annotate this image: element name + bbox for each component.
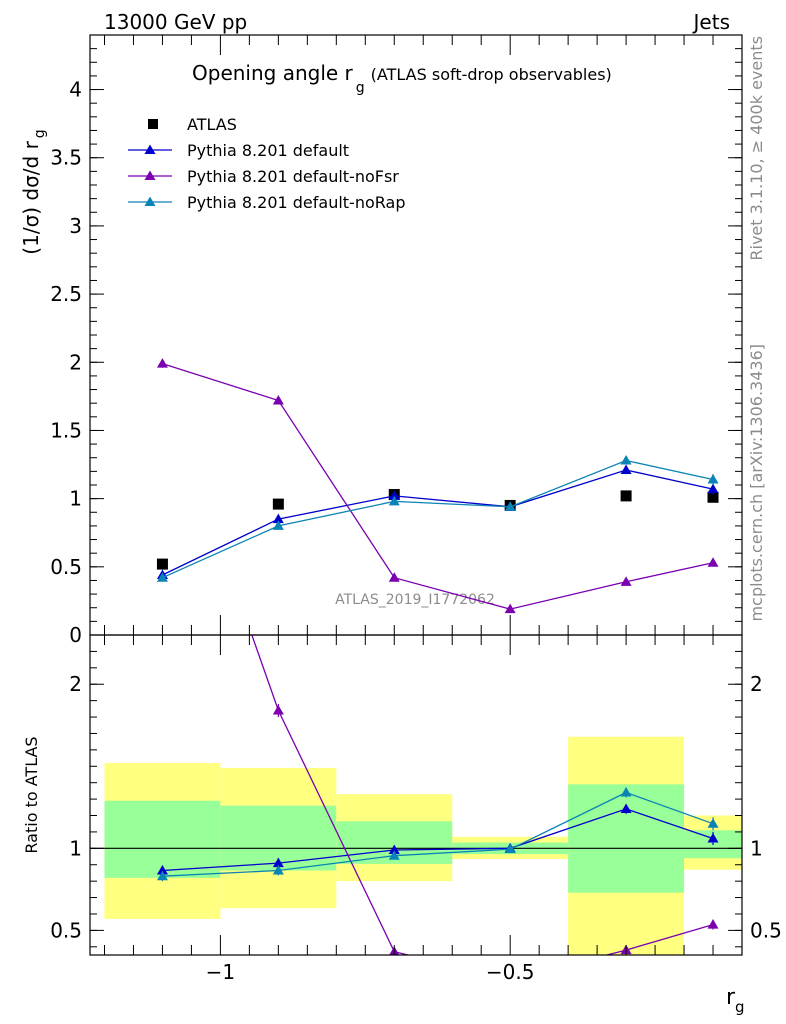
data-point-default-0 [156,864,168,875]
y-tick-label-2: 1 [69,487,82,511]
series-line-default [162,808,714,872]
data-point-noRap-2 [388,495,400,506]
data-point-noFsr-4 [620,576,632,586]
data-point-default-2 [388,844,400,854]
data-point-default-4 [620,803,632,813]
data-point-default-1 [272,857,284,868]
rivet-label: Rivet 3.1.10, ≥ 400k events [747,36,766,261]
svg-text:(1/σ) dσ/d rg: (1/σ) dσ/d r g [19,129,48,254]
y-tick-label-0: 0.5 [50,918,82,942]
data-point-noRap-5 [707,474,719,484]
y-tick-label-2: 2 [69,672,82,696]
series-line-noFsr [251,635,714,955]
y-tick-label-right-1: 1 [750,836,763,860]
mcplots-label: mcplots.cern.ch [arXiv:1306.3436] [747,344,766,621]
series-line-noFsr [162,362,714,610]
data-point-data-1 [272,498,284,510]
data-point-noFsr-1 [272,704,284,715]
main-ylabel-sub: g [32,129,48,138]
data-point-noFsr-3 [504,603,516,614]
data-point-noRap-4 [620,454,632,465]
plot-area [90,375,742,955]
y-tick-label-4: 2 [69,350,82,374]
data-point-data-4 [620,490,632,502]
legend-label-nofsr: Pythia 8.201 default-noFsr [187,167,399,186]
panel-frame [89,634,743,956]
data-point-data-0 [156,558,168,570]
main-title-extra: (ATLAS soft-drop observables) [371,65,612,84]
y-tick-label-7: 3.5 [50,146,82,170]
ratio-xlabel-text: r [726,985,736,1010]
data-point-noFsr-2 [388,572,400,582]
x-tick-label-0: −1 [206,960,235,984]
main-ylabel-text: (1/σ) dσ/d r [19,140,43,254]
y-tick-label-6: 3 [69,214,82,238]
legend-marker-atlas [148,119,158,129]
ratio-xlabel: rg [726,985,745,1016]
data-point-noRap-0 [156,870,168,881]
series-line-default [162,469,714,576]
uncertainty-band-inner-4 [568,784,685,893]
data-point-noFsr-0 [157,375,168,385]
plot-area [156,358,719,614]
header-right: Jets [692,10,730,34]
data-point-noRap-4 [620,787,632,797]
main-panel: 0 0.5 1 1.5 2 2.5 3 3.5 4 [50,34,743,647]
data-point-noRap-2 [388,850,400,860]
data-point-noFsr-5 [707,557,719,567]
series-line-noRap [162,791,714,877]
y-tick-label-1: 1 [69,836,82,860]
legend-label-default: Pythia 8.201 default [187,141,349,160]
data-point-noFsr-5 [707,919,719,929]
data-point-noRap-3 [504,501,516,511]
ratio-panel: 0.5 0.5 1 1 2 2 −1 −0.5 [50,375,782,984]
ratio-ylabel: Ratio to ATLAS [22,736,41,853]
data-point-noRap-3 [504,843,516,854]
legend-marker-default [144,144,156,154]
data-point-default-1 [272,513,284,524]
ratio-xlabel-sub: g [735,998,745,1016]
main-title-text: Opening angle r [192,61,354,85]
data-point-noFsr-1 [272,394,284,405]
y-tick-label-right-0: 0.5 [750,918,782,942]
y-tick-label-1: 0.5 [50,555,82,579]
y-tick-label-0: 0 [69,623,82,647]
data-point-noRap-5 [707,818,719,828]
legend-label-atlas: ATLAS [187,115,237,134]
main-title-sub: g [356,80,365,96]
y-tick-label-8: 4 [69,78,82,102]
main-ylabel: (1/σ) dσ/d r g [19,129,48,254]
y-tick-label-3: 1.5 [50,418,82,442]
main-title: Opening angle rg (ATLAS soft-drop observa… [192,61,612,96]
legend-label-norap: Pythia 8.201 default-noRap [187,193,405,212]
legend: ATLAS Pythia 8.201 default Pythia 8.201 … [128,115,405,212]
data-point-data-5 [707,491,719,503]
data-point-noRap-1 [272,864,284,875]
x-tick-label-1: −0.5 [486,960,535,984]
data-point-noRap-1 [272,520,284,530]
data-point-default-2 [388,490,400,500]
header-left: 13000 GeV pp [104,10,247,34]
y-tick-label-right-2: 2 [750,672,763,696]
series-line-noRap [162,459,714,579]
data-point-default-4 [620,464,632,474]
legend-marker-norap [144,196,156,206]
legend-marker-nofsr [144,170,156,180]
data-point-default-5 [707,832,719,843]
data-point-noFsr-0 [156,358,168,368]
data-point-noRap-0 [156,572,168,582]
analysis-watermark: ATLAS_2019_I1772062 [335,592,495,608]
data-point-default-5 [707,483,719,494]
y-tick-label-5: 2.5 [50,282,82,306]
